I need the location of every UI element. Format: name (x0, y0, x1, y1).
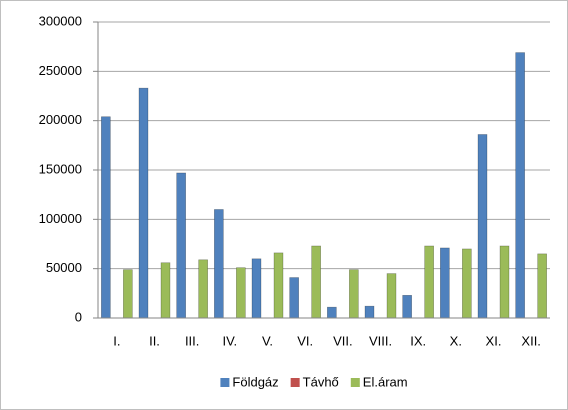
x-tick-label: XI. (486, 333, 502, 348)
x-tick-label: X. (450, 333, 462, 348)
bar (499, 245, 510, 319)
y-tick-label: 300000 (39, 13, 82, 28)
bar (477, 134, 488, 319)
bar (176, 172, 186, 319)
y-tick-label: 250000 (39, 63, 82, 78)
bar (160, 262, 171, 319)
bar (311, 245, 321, 319)
legend-swatch (350, 378, 360, 387)
legend-label: Távhő (303, 374, 339, 389)
x-tick-label: VIII. (369, 333, 392, 348)
x-tick-label: VI. (297, 333, 313, 348)
bar (273, 252, 284, 319)
y-tick-label: 0 (75, 309, 82, 324)
bar (364, 305, 375, 319)
bar (236, 267, 246, 319)
bar (424, 245, 434, 319)
y-tick-label: 50000 (46, 260, 82, 275)
bar (198, 259, 208, 319)
bar (515, 52, 525, 319)
bar (289, 277, 299, 319)
x-tick-label: XII. (521, 333, 541, 348)
bar (386, 273, 397, 319)
x-tick-label: IX. (410, 333, 426, 348)
x-tick-label: IV. (222, 333, 237, 348)
x-tick-label: II. (149, 333, 160, 348)
bar (123, 269, 133, 319)
y-tick-label: 200000 (39, 112, 82, 127)
bar (537, 253, 547, 319)
y-tick-label: 100000 (39, 211, 82, 226)
bar (251, 258, 262, 319)
bar (440, 247, 450, 319)
x-tick-label: VII. (333, 333, 353, 348)
bar (327, 306, 337, 319)
bar (138, 87, 149, 319)
legend-swatch (290, 378, 300, 387)
y-tick-label: 150000 (39, 161, 82, 176)
bar (349, 269, 359, 319)
bar (462, 248, 472, 319)
bar (402, 295, 412, 319)
x-tick-label: V. (262, 333, 273, 348)
bar (101, 116, 111, 319)
legend-label: El.áram (363, 374, 408, 389)
bar (214, 209, 224, 319)
legend-swatch (220, 378, 230, 387)
x-tick-label: I. (113, 333, 120, 348)
legend-label: Földgáz (232, 374, 278, 389)
x-tick-label: III. (185, 333, 199, 348)
